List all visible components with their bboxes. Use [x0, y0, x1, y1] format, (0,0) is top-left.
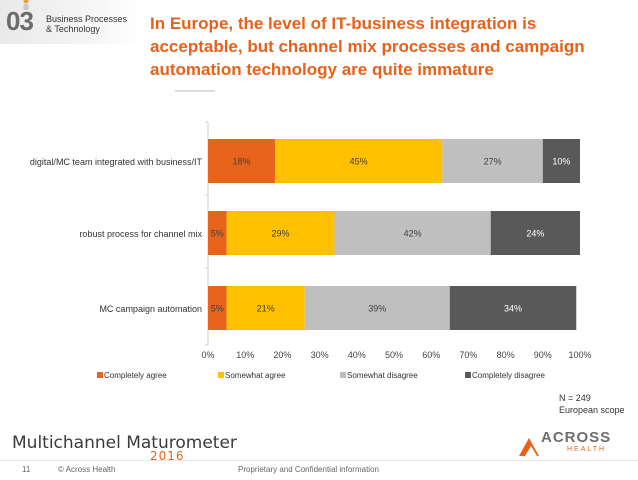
data-label: 21%	[257, 304, 275, 314]
title-line3: automation technology are quite immature	[150, 60, 494, 79]
data-label: 45%	[350, 157, 368, 167]
logo-sub-text: HEALTH	[567, 446, 607, 453]
brand-year: 2016	[150, 449, 185, 463]
bar-segment	[334, 211, 491, 255]
bar-segment	[304, 286, 450, 330]
stacked-bar-chart: digital/MC team integrated with business…	[30, 121, 592, 380]
data-label: 29%	[272, 229, 290, 239]
section-label: Business Processes & Technology	[46, 14, 136, 34]
x-tick-label: 80%	[497, 350, 515, 360]
bar-segment	[208, 139, 275, 183]
section-badge: 03 Business Processes & Technology	[0, 0, 140, 44]
x-tick-label: 50%	[385, 350, 403, 360]
data-label: 39%	[368, 304, 386, 314]
title-divider	[175, 90, 215, 92]
data-label: 5%	[211, 304, 224, 314]
brand-name: Multichannel Maturometer	[12, 433, 237, 453]
sample-scope: European scope	[559, 405, 625, 415]
section-label-line2: & Technology	[46, 24, 100, 34]
data-label: 18%	[232, 157, 250, 167]
legend-label: Somewhat disagree	[347, 371, 418, 380]
data-label: 10%	[552, 157, 570, 167]
bar-segment	[208, 211, 227, 255]
title-line1: In Europe, the level of IT-business inte…	[150, 14, 537, 33]
across-health-logo-icon	[519, 438, 539, 456]
bar-segment	[542, 139, 580, 183]
person-icon	[23, 0, 29, 10]
x-tick-label: 30%	[311, 350, 329, 360]
bar-segment	[449, 286, 577, 330]
legend-swatch	[218, 372, 224, 378]
x-tick-label: 40%	[348, 350, 366, 360]
footer-bar	[0, 460, 638, 480]
data-label: 27%	[484, 157, 502, 167]
x-tick-label: 70%	[459, 350, 477, 360]
x-tick-label: 100%	[568, 350, 591, 360]
confidentiality-notice: Proprietary and Confidential information	[238, 465, 379, 474]
category-label: robust process for channel mix	[79, 229, 202, 239]
copyright: © Across Health	[58, 465, 116, 474]
bar-segment	[226, 211, 335, 255]
logo-main-text: ACROSS	[541, 429, 612, 446]
section-number: 03	[6, 6, 34, 36]
legend-label: Somewhat agree	[225, 371, 286, 380]
sample-note: N = 249 European scope	[559, 392, 625, 416]
bar-segment	[208, 286, 227, 330]
category-label: digital/MC team integrated with business…	[30, 157, 203, 167]
slide-title: In Europe, the level of IT-business inte…	[150, 12, 620, 81]
legend-label: Completely agree	[104, 371, 167, 380]
legend-swatch	[465, 372, 471, 378]
legend-swatch	[340, 372, 346, 378]
x-tick-label: 0%	[201, 350, 214, 360]
sample-size: N = 249	[559, 393, 591, 403]
legend-label: Completely disagree	[472, 371, 545, 380]
bar-segment	[442, 139, 543, 183]
data-label: 34%	[504, 304, 522, 314]
x-tick-label: 10%	[236, 350, 254, 360]
data-label: 5%	[211, 229, 224, 239]
page-number: 11	[22, 465, 31, 474]
x-tick-label: 60%	[422, 350, 440, 360]
category-label: MC campaign automation	[99, 304, 202, 314]
legend-swatch	[97, 372, 103, 378]
bar-segment	[274, 139, 443, 183]
section-label-line1: Business Processes	[46, 14, 128, 24]
bar-segment	[226, 286, 305, 330]
data-label: 42%	[404, 229, 422, 239]
x-tick-label: 90%	[534, 350, 552, 360]
x-tick-label: 20%	[273, 350, 291, 360]
bar-segment	[490, 211, 580, 255]
title-line2: acceptable, but channel mix processes an…	[150, 37, 585, 56]
data-label: 24%	[526, 229, 544, 239]
